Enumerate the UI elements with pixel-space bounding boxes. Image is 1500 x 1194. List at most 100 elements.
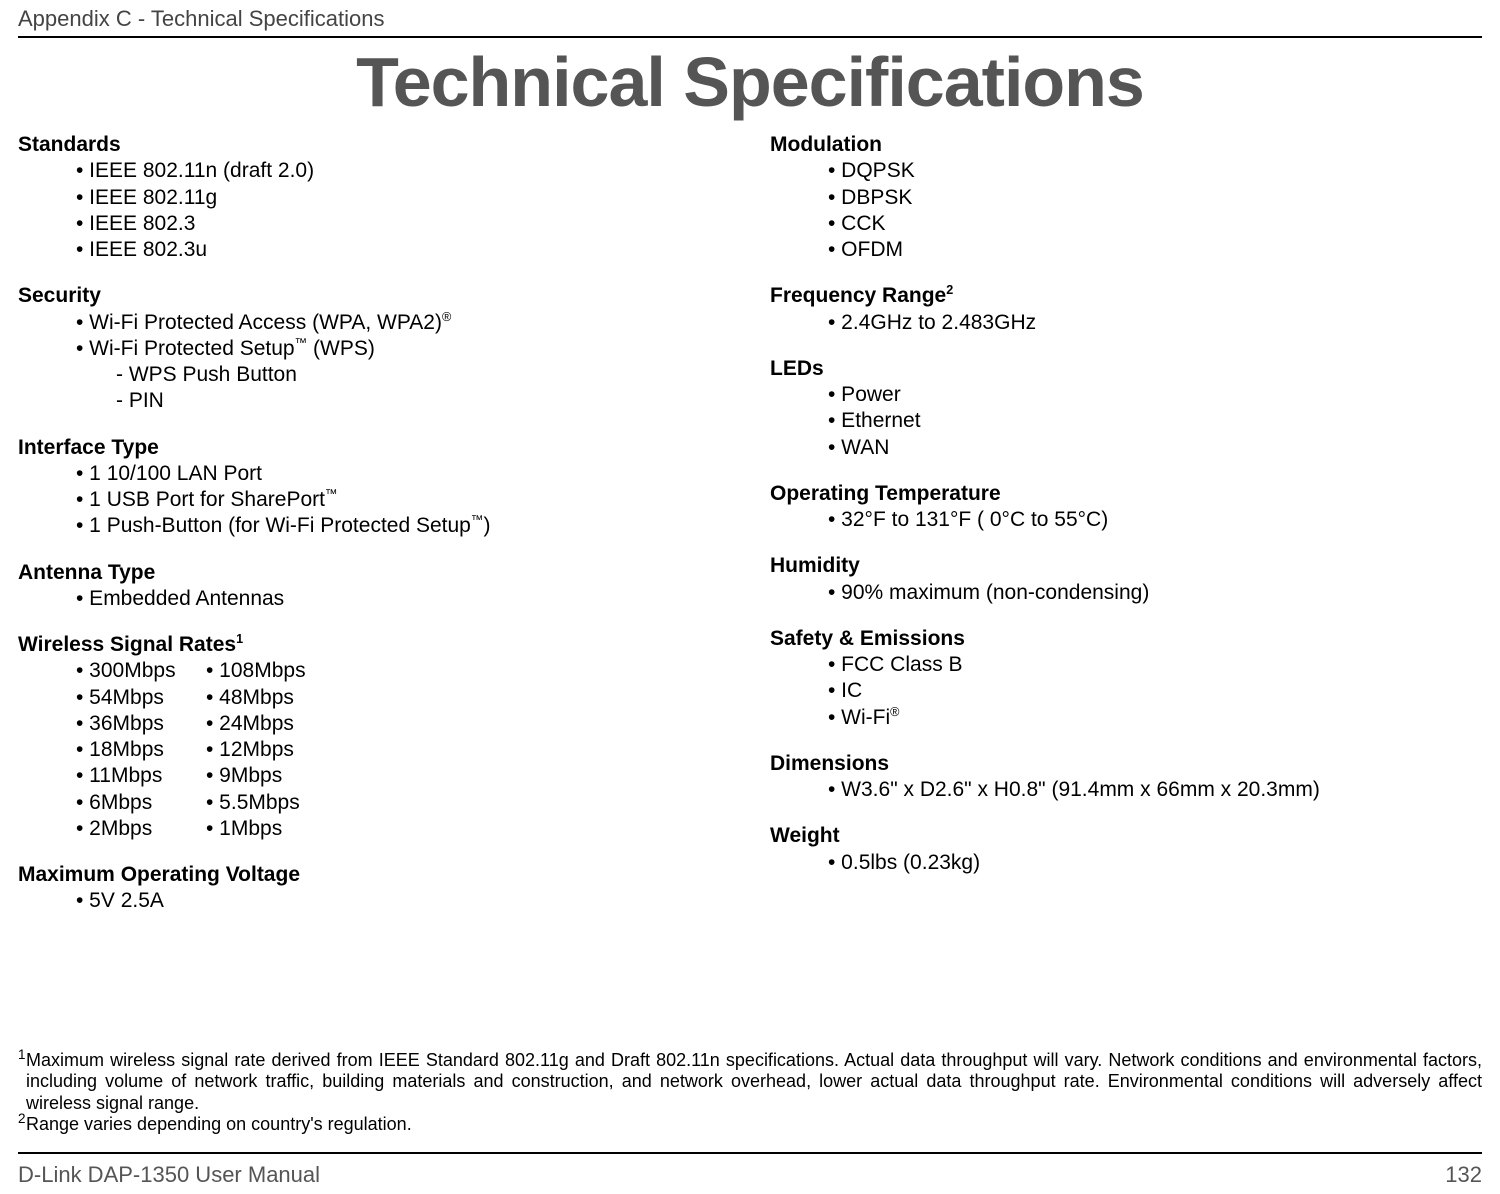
list-item: - PIN [116, 388, 730, 414]
list-item: • Embedded Antennas [76, 586, 730, 612]
list-item: • 5V 2.5A [76, 888, 730, 914]
temperature-head: Operating Temperature [770, 481, 1482, 507]
list-item: • IEEE 802.3 [76, 211, 730, 237]
table-row: • 18Mbps• 12Mbps [76, 737, 730, 763]
text: ) [483, 514, 490, 537]
list-item: • Ethernet [828, 408, 1482, 434]
rates-head: Wireless Signal Rates1 [18, 632, 730, 658]
page-title: Technical Specifications [18, 42, 1482, 122]
antenna-items: • Embedded Antennas [18, 586, 730, 612]
interface-items: • 1 10/100 LAN Port • 1 USB Port for Sha… [18, 461, 730, 540]
table-row: • 300Mbps• 108Mbps [76, 658, 730, 684]
list-item: • DQPSK [828, 158, 1482, 184]
cell: • 36Mbps [76, 711, 206, 737]
modulation-items: • DQPSK • DBPSK • CCK • OFDM [770, 158, 1482, 263]
appendix-header: Appendix C - Technical Specifications [18, 0, 1482, 34]
cell: • 48Mbps [206, 685, 294, 711]
list-item: • W3.6" x D2.6" x H0.8" (91.4mm x 66mm x… [828, 777, 1482, 803]
footer-left: D-Link DAP-1350 User Manual [18, 1162, 320, 1188]
table-row: • 36Mbps• 24Mbps [76, 711, 730, 737]
text: • 1 Push-Button (for Wi-Fi Protected Set… [76, 514, 471, 537]
list-item: • Wi-Fi Protected Access (WPA, WPA2)® [76, 310, 730, 336]
section-interface: Interface Type • 1 10/100 LAN Port • 1 U… [18, 435, 730, 540]
section-dimensions: Dimensions • W3.6" x D2.6" x H0.8" (91.4… [770, 751, 1482, 804]
footnote-text: Maximum wireless signal rate derived fro… [26, 1050, 1482, 1115]
safety-head: Safety & Emissions [770, 626, 1482, 652]
text: • Wi-Fi [828, 706, 890, 729]
modulation-head: Modulation [770, 132, 1482, 158]
list-item: • 1 USB Port for SharePort™ [76, 487, 730, 513]
footnote-ref-1: 1 [236, 632, 243, 646]
list-item: • FCC Class B [828, 652, 1482, 678]
section-humidity: Humidity • 90% maximum (non-condensing) [770, 553, 1482, 606]
footnote-text: Range varies depending on country's regu… [26, 1114, 1482, 1136]
list-item: • IC [828, 678, 1482, 704]
section-frequency: Frequency Range2 • 2.4GHz to 2.483GHz [770, 283, 1482, 336]
list-item: • 1 10/100 LAN Port [76, 461, 730, 487]
weight-items: • 0.5lbs (0.23kg) [770, 850, 1482, 876]
table-row: • 6Mbps• 5.5Mbps [76, 790, 730, 816]
safety-items: • FCC Class B • IC • Wi-Fi® [770, 652, 1482, 731]
footnote-marker: 2 [18, 1111, 26, 1133]
registered-symbol: ® [890, 705, 899, 719]
humidity-head: Humidity [770, 553, 1482, 579]
section-modulation: Modulation • DQPSK • DBPSK • CCK • OFDM [770, 132, 1482, 263]
standards-items: • IEEE 802.11n (draft 2.0) • IEEE 802.11… [18, 158, 730, 263]
left-column: Standards • IEEE 802.11n (draft 2.0) • I… [18, 132, 730, 935]
section-weight: Weight • 0.5lbs (0.23kg) [770, 823, 1482, 876]
security-items: • Wi-Fi Protected Access (WPA, WPA2)® • … [18, 310, 730, 415]
rates-grid: • 300Mbps• 108Mbps • 54Mbps• 48Mbps • 36… [18, 658, 730, 842]
standards-head: Standards [18, 132, 730, 158]
leds-items: • Power • Ethernet • WAN [770, 382, 1482, 461]
right-column: Modulation • DQPSK • DBPSK • CCK • OFDM … [770, 132, 1482, 935]
content-columns: Standards • IEEE 802.11n (draft 2.0) • I… [18, 132, 1482, 935]
footnote-2: 2 Range varies depending on country's re… [18, 1114, 1482, 1136]
interface-head: Interface Type [18, 435, 730, 461]
section-safety: Safety & Emissions • FCC Class B • IC • … [770, 626, 1482, 731]
frequency-items: • 2.4GHz to 2.483GHz [770, 310, 1482, 336]
page-footer: D-Link DAP-1350 User Manual 132 [18, 1162, 1482, 1188]
section-standards: Standards • IEEE 802.11n (draft 2.0) • I… [18, 132, 730, 263]
dimensions-head: Dimensions [770, 751, 1482, 777]
list-item: • OFDM [828, 237, 1482, 263]
cell: • 11Mbps [76, 763, 206, 789]
section-leds: LEDs • Power • Ethernet • WAN [770, 356, 1482, 461]
cell: • 54Mbps [76, 685, 206, 711]
section-voltage: Maximum Operating Voltage • 5V 2.5A [18, 862, 730, 915]
dimensions-items: • W3.6" x D2.6" x H0.8" (91.4mm x 66mm x… [770, 777, 1482, 803]
list-item: • 90% maximum (non-condensing) [828, 580, 1482, 606]
list-item: • 32°F to 131°F ( 0°C to 55°C) [828, 507, 1482, 533]
security-sub-items: - WPS Push Button - PIN [76, 362, 730, 415]
table-row: • 2Mbps• 1Mbps [76, 816, 730, 842]
footnote-ref-2: 2 [946, 283, 953, 297]
text: • Wi-Fi Protected Access (WPA, WPA2) [76, 311, 442, 334]
cell: • 5.5Mbps [206, 790, 300, 816]
page: Appendix C - Technical Specifications Te… [0, 0, 1500, 1194]
list-item: • WAN [828, 435, 1482, 461]
registered-symbol: ® [442, 310, 451, 324]
footer-page-number: 132 [1445, 1162, 1482, 1188]
section-rates: Wireless Signal Rates1 • 300Mbps• 108Mbp… [18, 632, 730, 842]
cell: • 9Mbps [206, 763, 282, 789]
list-item: • IEEE 802.3u [76, 237, 730, 263]
cell: • 1Mbps [206, 816, 282, 842]
text: • Wi-Fi Protected Setup [76, 337, 295, 360]
trademark-symbol: ™ [471, 513, 484, 527]
list-item: • 1 Push-Button (for Wi-Fi Protected Set… [76, 513, 730, 539]
cell: • 2Mbps [76, 816, 206, 842]
bottom-rule [18, 1152, 1482, 1154]
text: (WPS) [307, 337, 375, 360]
text: Wireless Signal Rates [18, 633, 236, 656]
list-item: • 0.5lbs (0.23kg) [828, 850, 1482, 876]
section-security: Security • Wi-Fi Protected Access (WPA, … [18, 283, 730, 414]
text: • 1 USB Port for SharePort [76, 488, 325, 511]
antenna-head: Antenna Type [18, 560, 730, 586]
section-temperature: Operating Temperature • 32°F to 131°F ( … [770, 481, 1482, 534]
list-item: • Wi-Fi Protected Setup™ (WPS) [76, 336, 730, 362]
cell: • 108Mbps [206, 658, 306, 684]
list-item: • CCK [828, 211, 1482, 237]
trademark-symbol: ™ [295, 336, 308, 350]
footnotes: 1 Maximum wireless signal rate derived f… [18, 1050, 1482, 1136]
cell: • 300Mbps [76, 658, 206, 684]
table-row: • 11Mbps• 9Mbps [76, 763, 730, 789]
